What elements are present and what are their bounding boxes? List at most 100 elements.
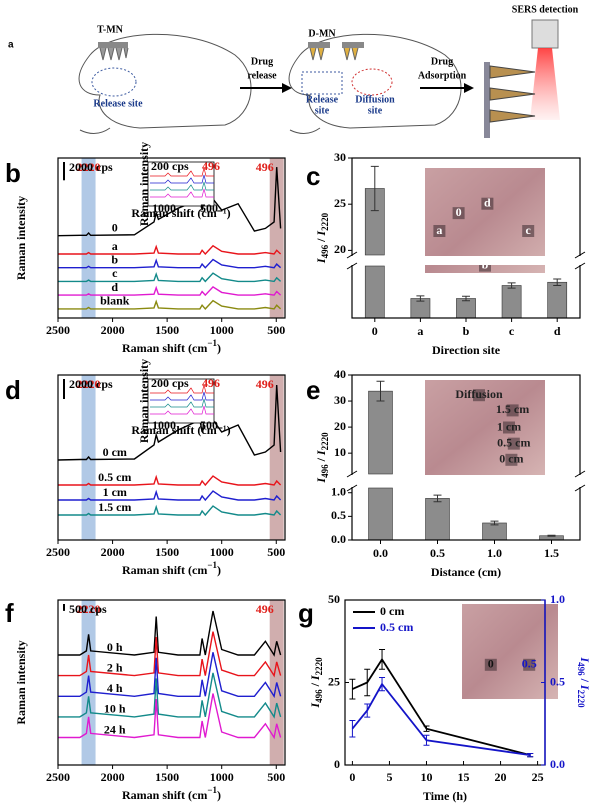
x-tick-label: 1500: [155, 770, 179, 784]
inset-text: 500: [200, 418, 218, 432]
plot-frame: [57, 374, 286, 541]
band-label: 2220: [77, 377, 101, 391]
x-tick-label: 1500: [155, 545, 179, 559]
error-bar: [364, 668, 371, 697]
label: T-MN: [97, 24, 124, 35]
x-axis-label-part: −1: [207, 560, 217, 570]
y-tick-label: 1.0: [331, 484, 346, 498]
microneedle-patch: [342, 42, 364, 48]
y2-axis-label-part: I: [578, 656, 592, 663]
patch: [503, 421, 515, 434]
patch: [484, 658, 497, 671]
y2-axis-label-part: /: [578, 676, 592, 685]
inset-text: Raman shift (cm⁻¹): [131, 423, 230, 437]
y-tick-label: 0.5: [331, 508, 346, 522]
x-tick-label: 500: [267, 770, 285, 784]
error-bar: [379, 649, 386, 670]
error-bar: [490, 520, 499, 526]
error-bar: [507, 282, 516, 289]
x-tick-label: 10: [420, 770, 432, 784]
spectrum: [58, 672, 282, 719]
scale-bar-label: 2000 cps: [69, 160, 113, 174]
y-tick-label: 20: [334, 242, 346, 256]
y-axis-label: I496 / I2220: [314, 432, 330, 484]
y-tick-label: 20: [334, 419, 346, 433]
mouse-outline: [288, 33, 462, 134]
x-tick-label: 2000: [101, 545, 125, 559]
patch: [506, 404, 519, 417]
photo-label: 0 cm: [499, 452, 523, 466]
x-tick-label: 0.0: [373, 546, 388, 560]
x-tick-label: b: [463, 324, 470, 338]
series-label: 0.5 cm: [98, 470, 131, 484]
series-label: 4 h: [107, 681, 123, 695]
y-axis-label: Raman intensity: [14, 196, 28, 280]
inset-text: Raman intensity: [137, 359, 151, 443]
photo-label: Diffusion: [455, 387, 503, 401]
x-axis-label: Raman shift (cm−1): [122, 338, 221, 355]
inset-text: 496: [202, 376, 220, 390]
inset-text: 496: [202, 159, 220, 173]
y2-axis-label-part: 496: [576, 662, 586, 676]
series-label: 10 h: [104, 702, 126, 716]
y-tick-label: 25: [328, 674, 340, 688]
y-tick-label: 0: [334, 757, 340, 771]
inset-spectrum: [150, 384, 214, 394]
inset-spectrum: [150, 405, 214, 415]
y-tick-label: 40: [334, 367, 346, 381]
panel-letter: g: [298, 598, 314, 628]
inset-text: 200 cps: [151, 376, 189, 390]
inset-spectrum: [150, 188, 214, 198]
label: Drug: [251, 56, 273, 67]
label: SERS detection: [512, 4, 579, 15]
label: site: [368, 105, 383, 116]
inset-spectrum: [150, 181, 214, 191]
inset-text: Raman intensity: [137, 142, 151, 226]
photo-label: d: [484, 195, 491, 209]
series-label: b: [111, 252, 118, 266]
error-bar: [433, 494, 442, 503]
legend-label: 0.5 cm: [380, 620, 413, 634]
band-label: 2220: [77, 602, 101, 616]
photo-label: 1.5 cm: [496, 402, 529, 416]
bar: [425, 498, 450, 541]
x-tick-label: c: [509, 324, 515, 338]
error-bar: [370, 165, 379, 212]
y-axis-label-part: I: [308, 674, 322, 681]
patch: [452, 207, 465, 220]
x-axis-label-part: Raman shift (cm: [122, 341, 207, 355]
panel-letter: c: [306, 161, 320, 191]
band-label: 496: [256, 602, 274, 616]
x-tick-label: 2000: [101, 770, 125, 784]
x-tick-label: 500: [267, 323, 285, 337]
inset-text: 1000: [152, 201, 176, 215]
label: Drug: [431, 56, 453, 67]
x-tick-label: 1000: [210, 545, 234, 559]
microneedle-patch: [98, 42, 128, 48]
bar: [501, 285, 522, 319]
y-tick-label: 30: [334, 150, 346, 164]
patch: [433, 225, 446, 237]
spectrum: [58, 610, 282, 657]
photo-label: a: [436, 223, 442, 237]
label: Diffusion: [355, 94, 395, 105]
y2-tick-label: 0.5: [550, 674, 565, 688]
highlight-band: [269, 158, 284, 318]
spectrum: [58, 258, 282, 269]
x-tick-label: 1.0: [487, 546, 502, 560]
y-tick-label: 50: [328, 592, 340, 606]
patch: [484, 62, 490, 138]
series-label: 2 h: [107, 660, 123, 674]
release-site: [301, 71, 343, 95]
y-axis-label-part: 496: [314, 689, 324, 703]
mouse-outline: [78, 33, 252, 134]
patch: [481, 197, 494, 210]
x-axis-label-part: Raman shift (cm: [122, 563, 207, 577]
x-tick-label: 1000: [210, 323, 234, 337]
y-axis-label-part: 496: [320, 244, 330, 258]
spectrum: [58, 244, 282, 256]
y-axis-label-part: I: [308, 702, 322, 709]
label: Release site: [93, 98, 143, 109]
x-axis-label-part: ): [217, 563, 221, 577]
error-bar: [423, 734, 430, 746]
